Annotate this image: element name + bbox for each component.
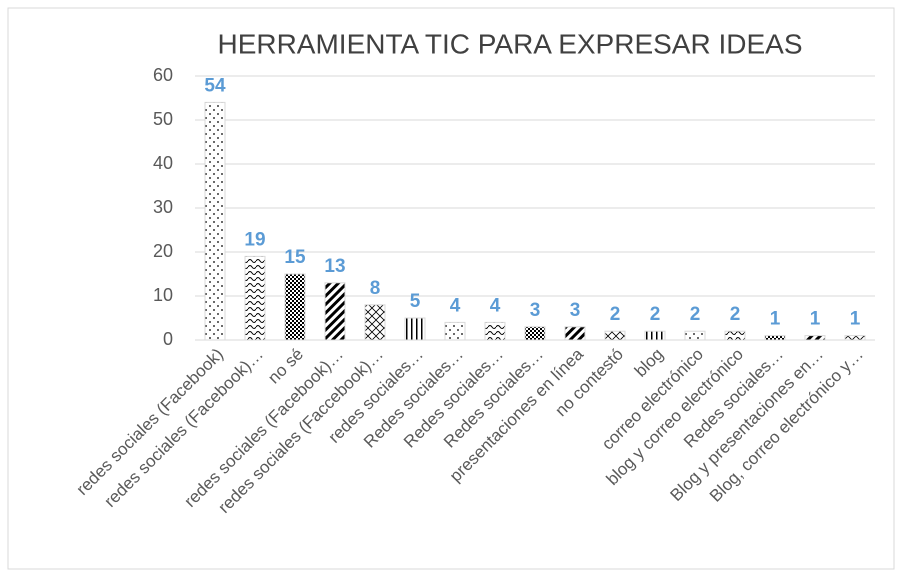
bar [244, 255, 266, 341]
bar [324, 282, 346, 341]
y-tick-label: 40 [153, 153, 173, 173]
bar [844, 335, 866, 341]
y-tick-label: 50 [153, 109, 173, 129]
bar [524, 326, 546, 341]
y-tick-label: 60 [153, 65, 173, 85]
data-label: 1 [770, 309, 781, 330]
data-label: 2 [690, 304, 701, 325]
data-label: 1 [850, 309, 861, 330]
bar [364, 304, 386, 341]
bar [684, 330, 706, 341]
y-tick-label: 0 [163, 329, 173, 349]
bar [644, 330, 666, 341]
data-label: 3 [570, 300, 581, 321]
y-tick-label: 10 [153, 285, 173, 305]
data-label: 2 [730, 304, 741, 325]
data-label: 1 [810, 309, 821, 330]
bar [404, 317, 426, 341]
bar [804, 335, 826, 341]
bar [484, 321, 506, 341]
bar [444, 321, 466, 341]
data-label: 4 [450, 295, 461, 316]
data-label: 8 [370, 278, 381, 299]
bar [204, 101, 226, 341]
chart-title: HERRAMIENTA TIC PARA EXPRESAR IDEAS [217, 28, 802, 59]
data-label: 3 [530, 300, 541, 321]
bar [724, 330, 746, 341]
bar [564, 326, 586, 341]
data-label: 15 [284, 247, 306, 268]
bar [764, 335, 786, 341]
data-label: 19 [244, 229, 265, 250]
data-label: 2 [610, 304, 621, 325]
data-label: 5 [410, 291, 421, 312]
bar [284, 273, 306, 341]
bar [604, 330, 626, 341]
data-label: 13 [324, 256, 345, 277]
y-tick-label: 30 [153, 197, 173, 217]
chart-border [7, 7, 895, 570]
data-label: 54 [204, 75, 226, 96]
data-label: 4 [490, 295, 501, 316]
data-label: 2 [650, 304, 661, 325]
y-tick-label: 20 [153, 241, 173, 261]
